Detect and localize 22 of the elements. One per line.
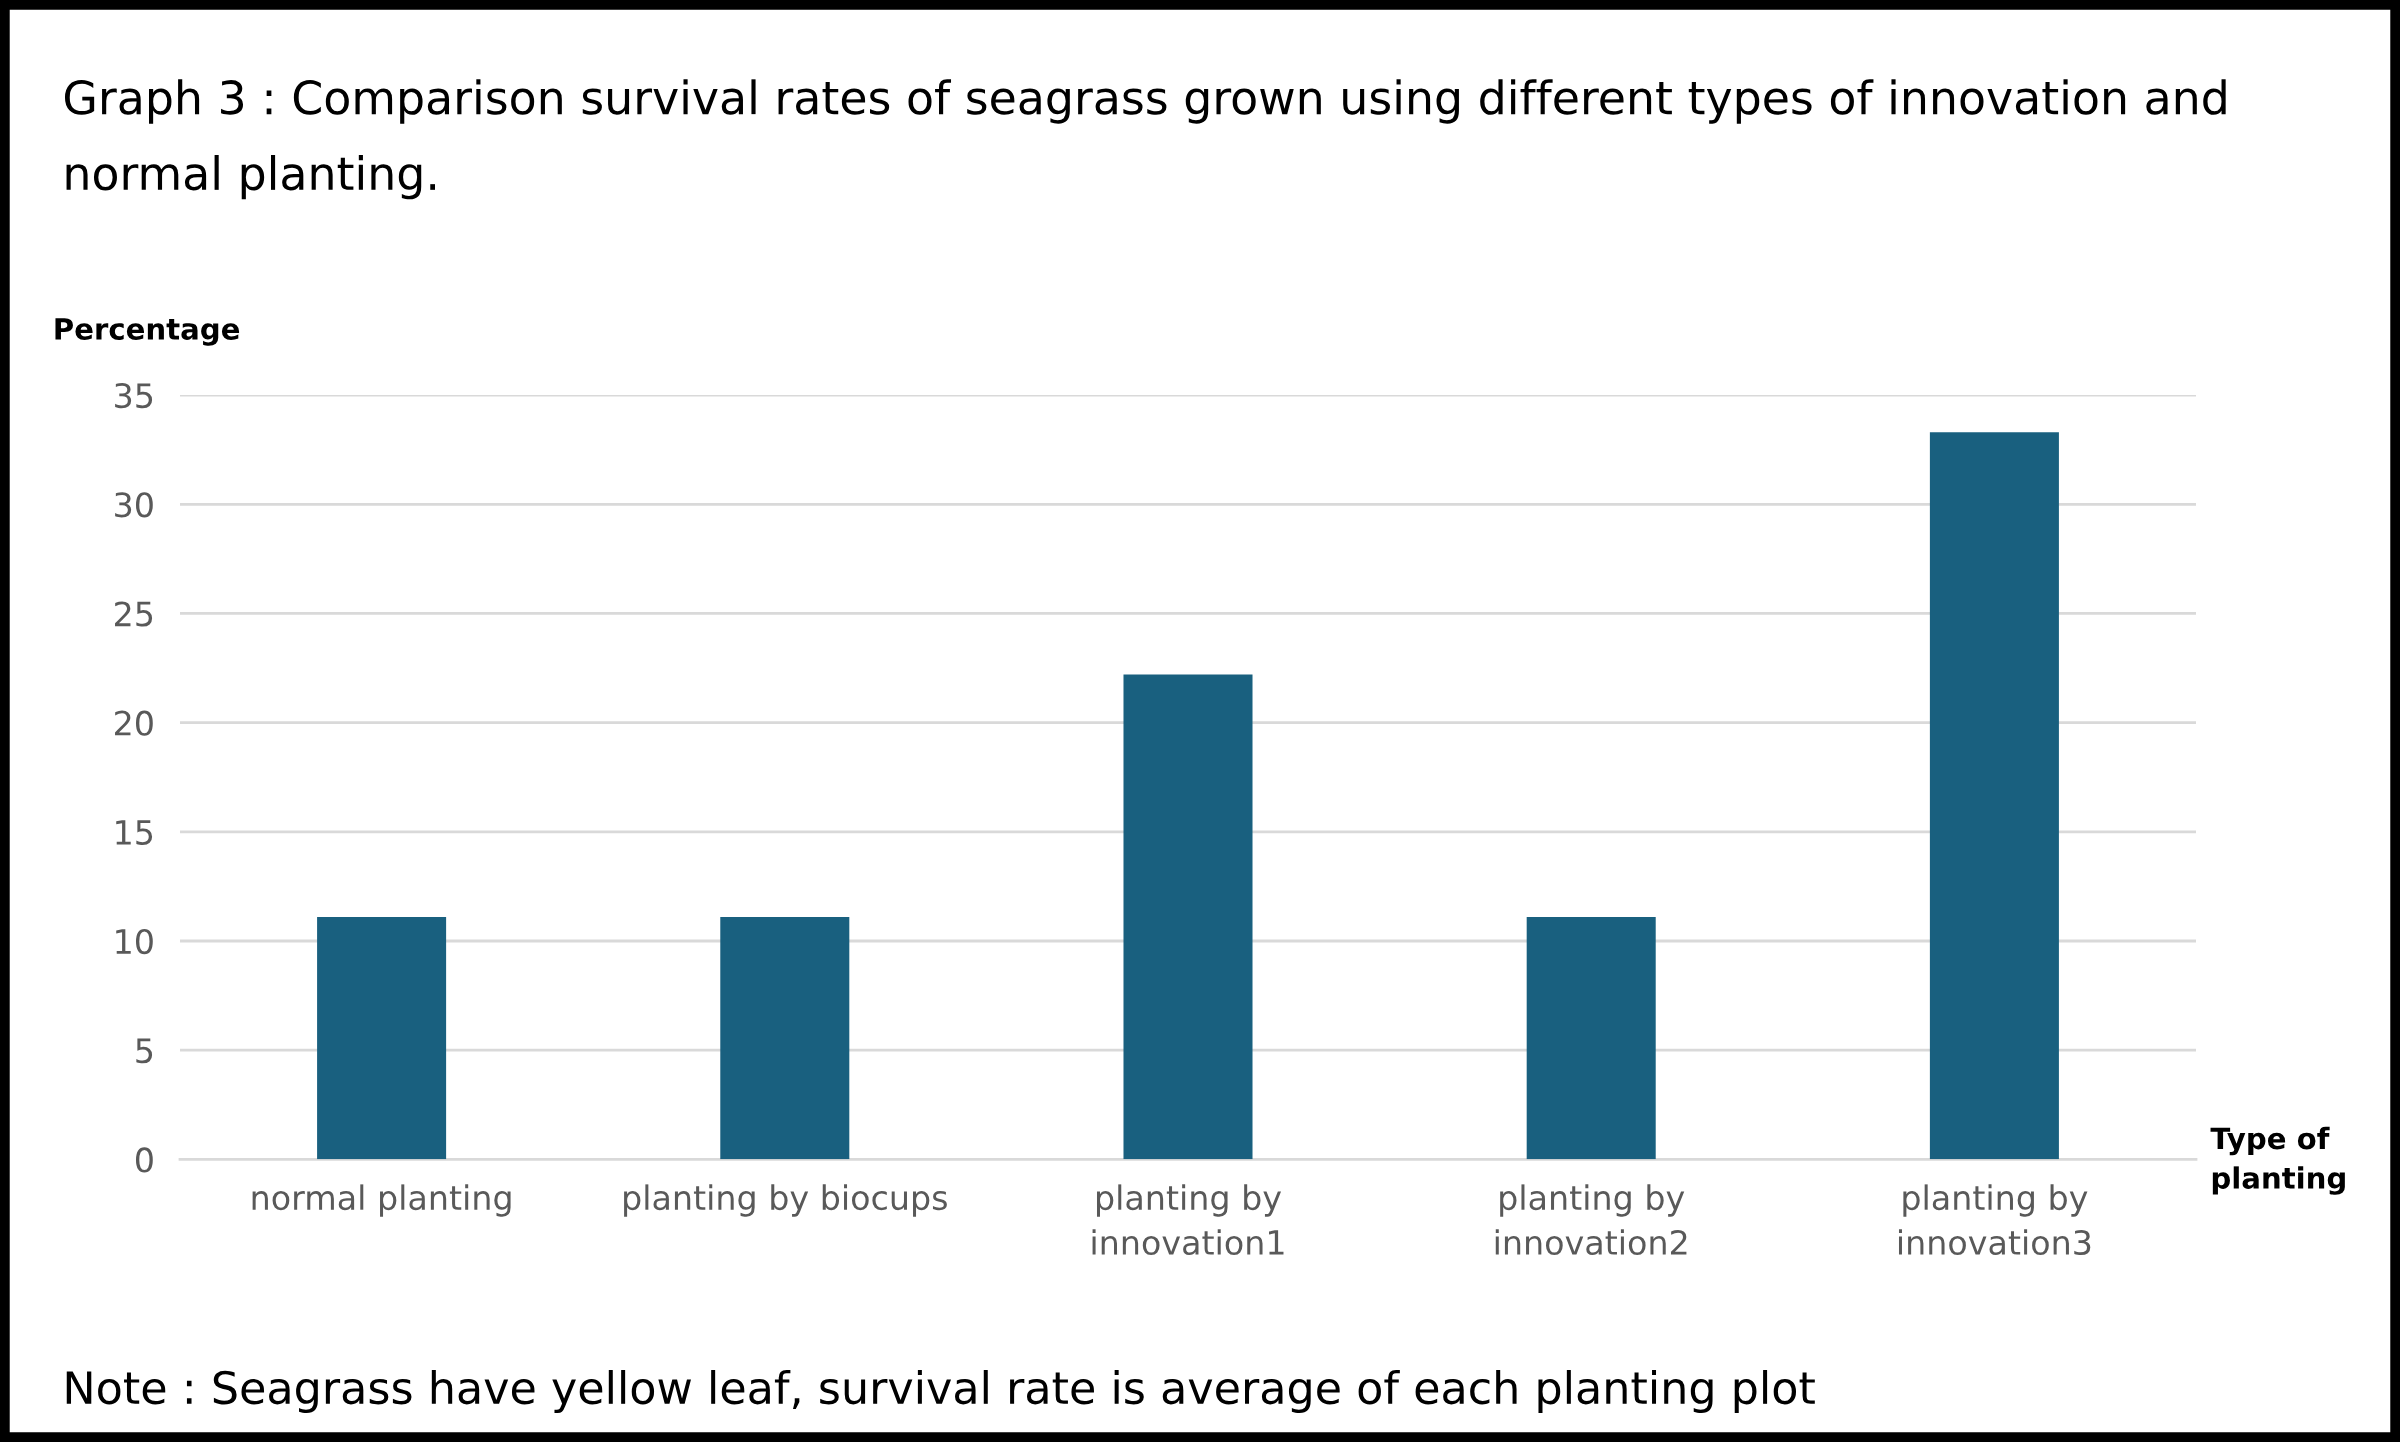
- bar: [1929, 432, 2059, 1160]
- bar: [1526, 916, 1656, 1160]
- y-tick-label: 35: [115, 383, 153, 409]
- bar: [1123, 674, 1253, 1160]
- y-axis-title: Percentage: [55, 318, 240, 346]
- y-tick-label: 30: [115, 492, 153, 518]
- chart-title: Graph 3 : Comparison survival rates of seagrass grown using different types of innovation and normal planting.: [64, 79, 2226, 200]
- x-tick-label: planting by innovation2: [1495, 1184, 1687, 1256]
- x-tick-label: planting by biocups: [624, 1184, 947, 1217]
- x-tick-label: planting by innovation1: [1092, 1184, 1284, 1256]
- y-tick-label: 15: [116, 820, 153, 845]
- y-tick-label: 0: [135, 1147, 153, 1173]
- x-tick-label: normal planting: [252, 1184, 511, 1217]
- y-tick-label: 10: [116, 928, 153, 955]
- y-tick-label: 25: [115, 601, 153, 627]
- bar: [317, 916, 447, 1160]
- text: Note : Seagrass have yellow leaf, survival rate is average of each planting plot: [66, 1370, 1815, 1414]
- x-tick-label: planting by innovation3: [1898, 1184, 2091, 1256]
- y-tick-label: 5: [136, 1038, 153, 1064]
- y-tick-label: 20: [115, 710, 153, 736]
- x-axis-title: Type of planting: [2210, 1126, 2345, 1195]
- bar: [720, 916, 850, 1160]
